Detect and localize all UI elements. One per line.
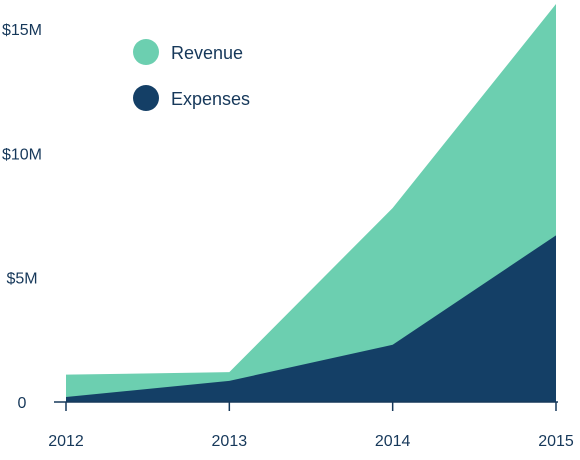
- chart-legend: Revenue Expenses: [133, 39, 250, 111]
- chart-areas: [66, 4, 556, 402]
- y-tick-label: $15M: [2, 22, 42, 39]
- y-axis-ticks: 0 $5M $10M $15M: [2, 22, 42, 412]
- legend-swatch-expenses: [133, 85, 159, 111]
- y-tick-label: $5M: [6, 271, 37, 288]
- legend-label-expenses: Expenses: [171, 89, 250, 109]
- area-revenue: [66, 4, 556, 402]
- x-tick-label: 2015: [538, 433, 574, 450]
- legend-label-revenue: Revenue: [171, 43, 243, 63]
- area-expenses: [66, 235, 556, 402]
- x-tick-label: 2014: [375, 433, 411, 450]
- y-tick-label: $10M: [2, 146, 42, 163]
- x-tick-label: 2013: [212, 433, 248, 450]
- legend-swatch-revenue: [133, 39, 159, 65]
- x-axis-ticks: 2012 2013 2014 2015: [48, 402, 574, 450]
- x-tick-label: 2012: [48, 433, 84, 450]
- y-tick-label: 0: [18, 395, 27, 412]
